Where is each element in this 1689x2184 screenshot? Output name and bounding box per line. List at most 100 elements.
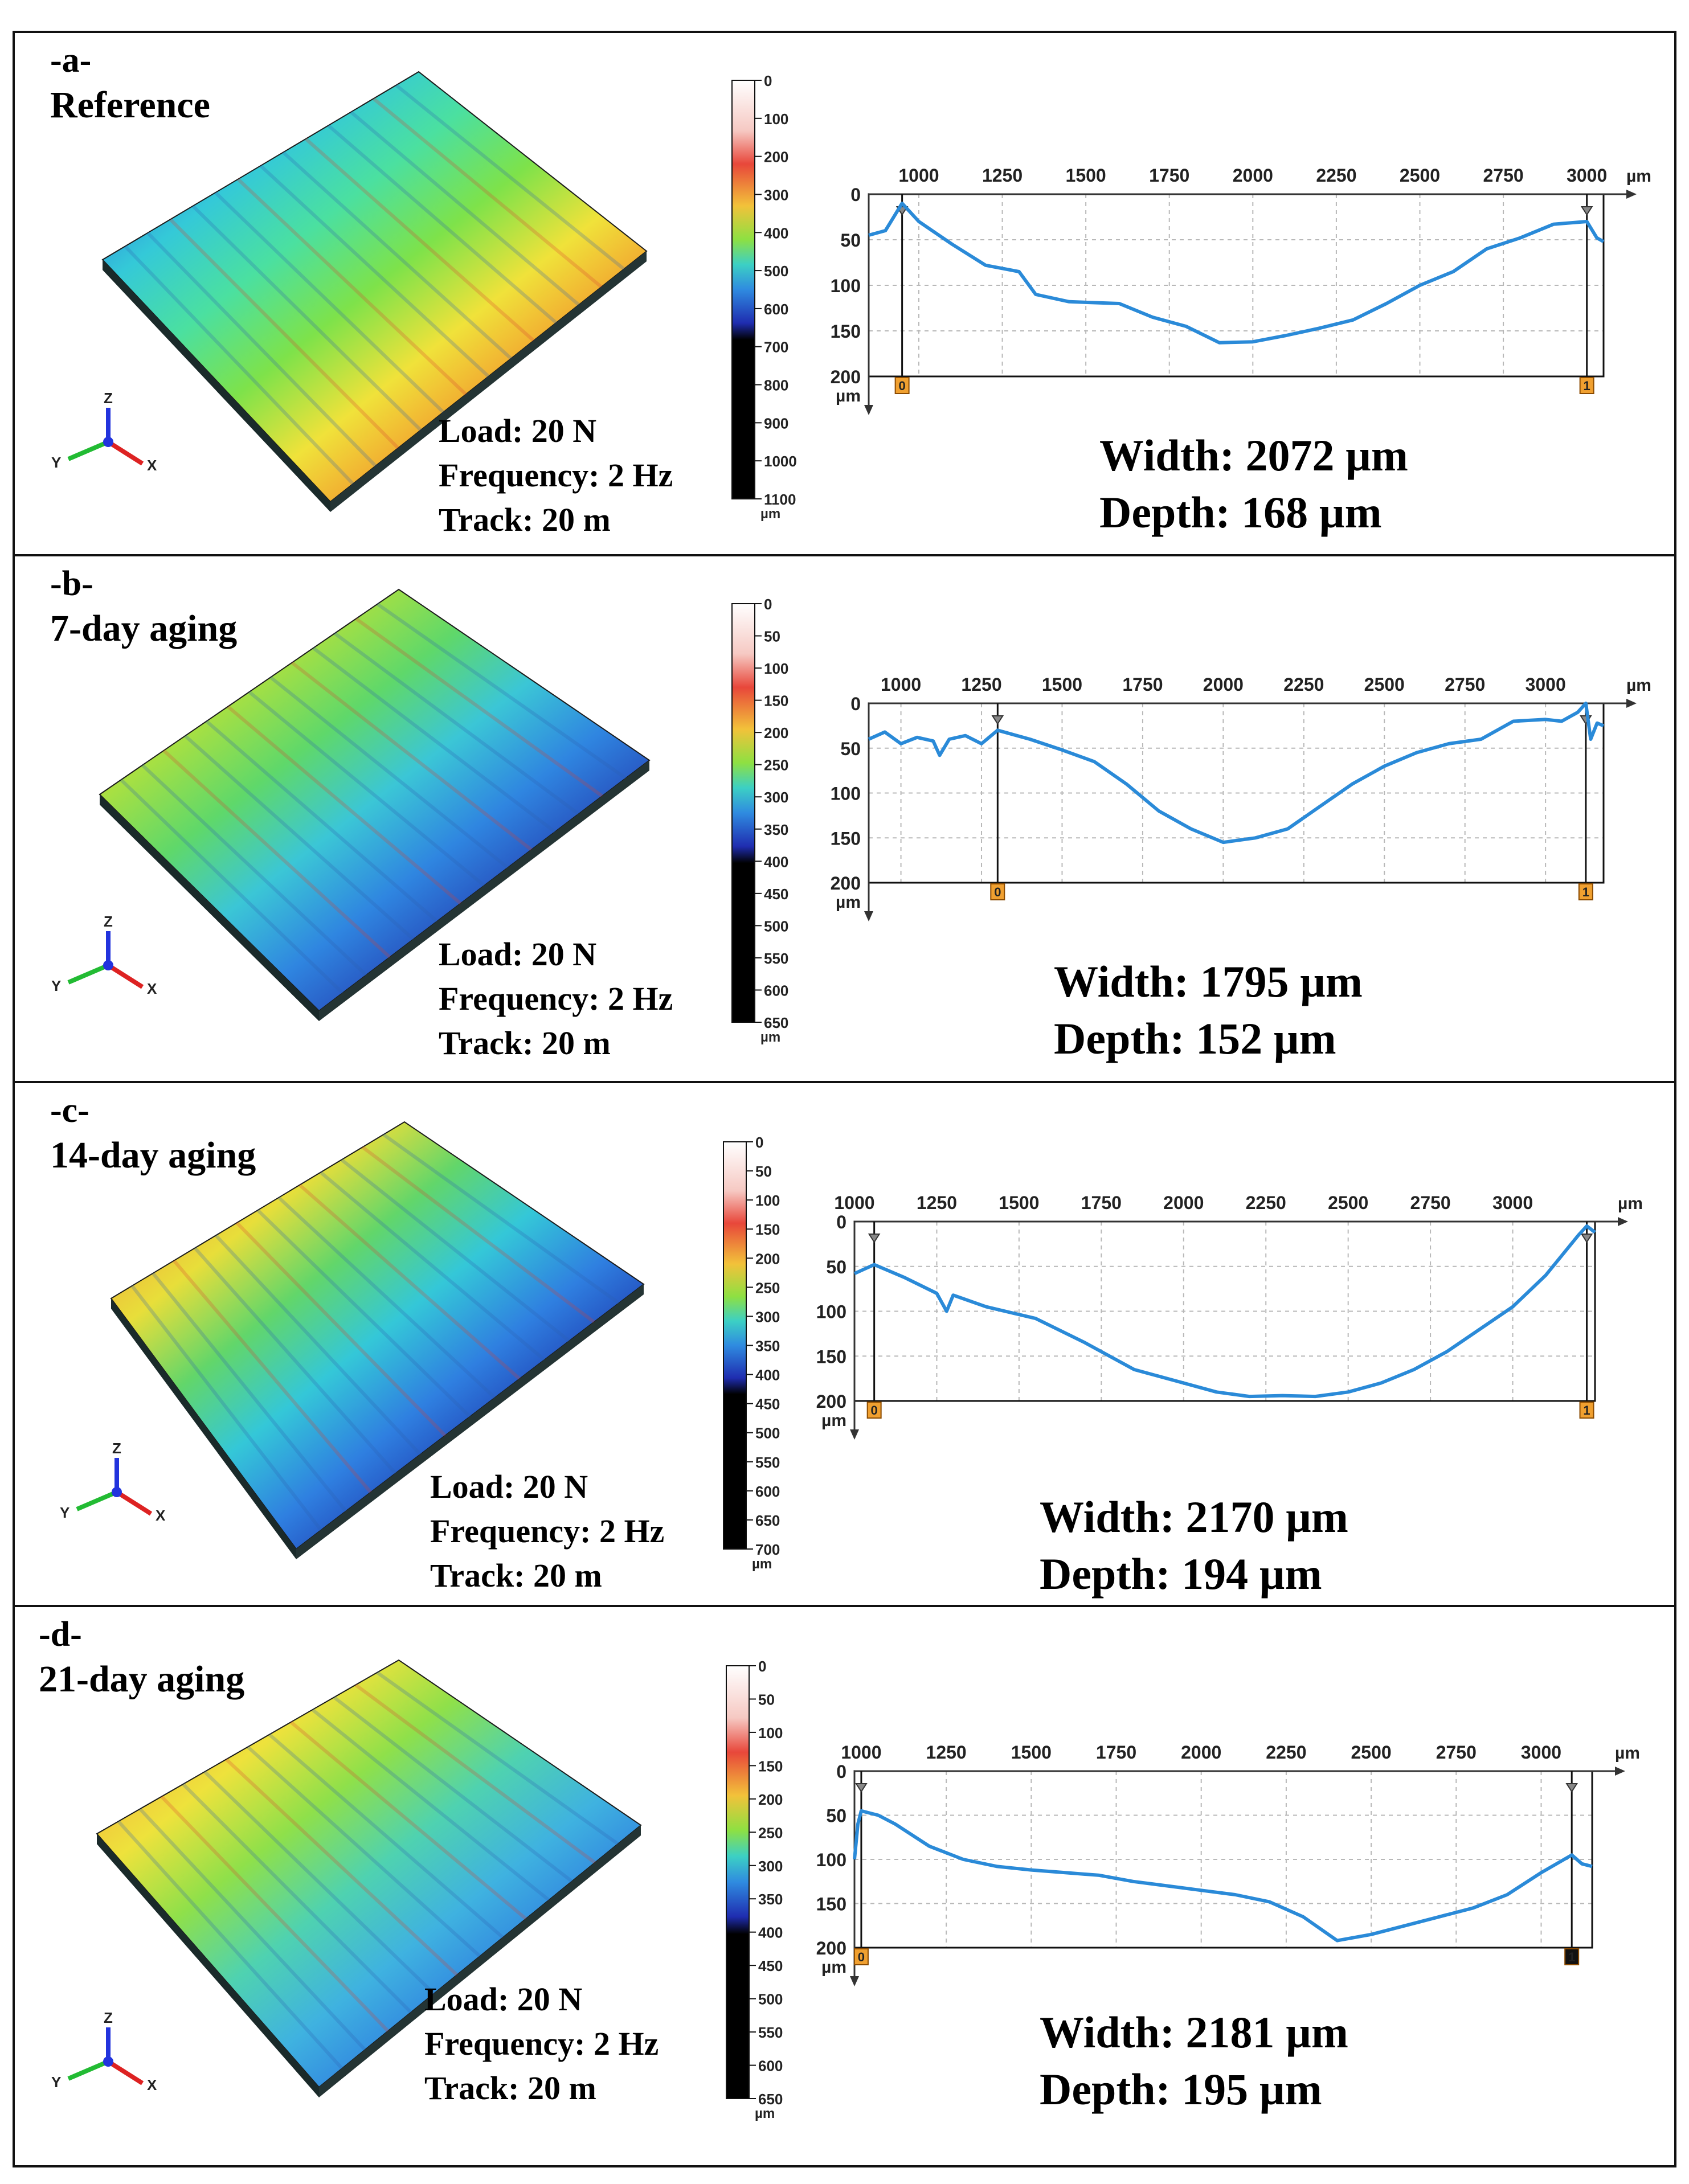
surface-texture: [225, 1758, 459, 1977]
surface-edge-right: [319, 1825, 641, 2097]
colorbar-tick-label: 500: [755, 1425, 780, 1442]
colorbar-tick-label: 550: [758, 2024, 783, 2041]
surface-texture: [124, 245, 354, 485]
axis-y-label: Y: [60, 1504, 69, 1521]
x-tick-label: 1000: [834, 1193, 874, 1213]
y-tick-label: 150: [816, 1346, 846, 1367]
surface-edge-right: [319, 760, 649, 1021]
colorbar-tick-label: 200: [764, 149, 788, 166]
axis-z-label: Z: [104, 913, 113, 930]
colorbar-tick-label: 150: [755, 1221, 780, 1238]
profile-line: [853, 1224, 1596, 1399]
profile-line: [868, 202, 1605, 345]
y-axis-arrowhead: [864, 911, 873, 921]
marker-triangle-1: [1565, 1783, 1578, 1793]
profile-line: [853, 1809, 1593, 1943]
colorbar-tick-label: 300: [758, 1858, 783, 1875]
x-tick-label: 3000: [1492, 1193, 1533, 1213]
surface-texture: [355, 617, 603, 798]
surface-texture: [319, 1171, 546, 1362]
marker-label-1: 1: [1568, 1950, 1575, 1964]
y-tick-label: 50: [840, 739, 861, 759]
colorbar-tick-label: 250: [755, 1279, 780, 1296]
depth-text: Depth: 195 µm: [1040, 2064, 1322, 2114]
y-axis-arrowhead: [850, 1976, 859, 1986]
track-text: Track: 20 m: [439, 501, 611, 538]
y-tick-label: 100: [816, 1850, 846, 1870]
y-tick-label: 150: [816, 1894, 846, 1915]
x-axis-arrowhead: [1618, 1217, 1628, 1226]
x-tick-label: 2750: [1410, 1193, 1451, 1213]
load-text: Load: 20 N: [439, 936, 596, 973]
marker-label-0: 0: [871, 1403, 878, 1417]
colorbar-unit: µm: [752, 1556, 772, 1572]
panel-label: -a-: [50, 41, 91, 80]
marker-triangle-0: [991, 715, 1004, 725]
surface-texture: [193, 1247, 397, 1475]
colorbar-tick-label: 550: [755, 1454, 780, 1471]
track-text: Track: 20 m: [439, 1025, 611, 1062]
x-tick-label: 2500: [1400, 165, 1440, 186]
x-tick-label: 2000: [1181, 1742, 1221, 1763]
axis-y-label: Y: [51, 977, 61, 994]
surface-texture: [333, 1695, 573, 1883]
x-tick-label: 2500: [1364, 674, 1405, 695]
colorbar-tick-label: 400: [764, 853, 788, 870]
panel-label: -b-: [50, 564, 93, 603]
colorbar-tick-label: 800: [764, 377, 788, 394]
surface-texture: [227, 705, 462, 905]
colorbar-tick-label: 250: [758, 1824, 783, 1841]
colorbar-tick-label: 600: [758, 2058, 783, 2075]
marker-label-0: 0: [899, 379, 906, 393]
marker-label-1: 1: [1583, 1403, 1590, 1417]
colorbar-tick-label: 300: [764, 186, 788, 203]
axis-origin: [103, 437, 113, 447]
surface-texture: [235, 1222, 447, 1437]
colorbar-tick-label: 500: [764, 917, 788, 935]
colorbar-tick-label: 900: [764, 415, 788, 432]
x-tick-label: 2750: [1445, 674, 1485, 695]
marker-triangle-1: [1580, 1234, 1593, 1243]
axis-x-label: X: [147, 2076, 157, 2093]
axis-z-label: Z: [112, 1440, 121, 1457]
axis-x-label: X: [147, 457, 157, 474]
surface-texture: [268, 1733, 504, 1939]
y-tick-label: 50: [826, 1257, 846, 1277]
colorbar-tick-label: 300: [755, 1308, 780, 1325]
y-tick-label: 100: [831, 276, 861, 296]
surface-edge-left: [111, 1298, 296, 1559]
colorbar-tick-label: 650: [755, 1512, 780, 1529]
y-tick-label: 0: [850, 694, 861, 714]
surface-texture: [395, 84, 625, 271]
x-tick-label: 1250: [982, 165, 1023, 186]
colorbar-unit: µm: [760, 1030, 780, 1045]
axis-origin: [112, 1487, 122, 1497]
colorbar-unit: µm: [755, 2106, 775, 2121]
frequency-text: Frequency: 2 Hz: [424, 2025, 659, 2062]
y-tick-label: 0: [850, 185, 861, 205]
y-tick-label: 0: [836, 1761, 846, 1782]
surface-texture: [354, 1683, 596, 1865]
colorbar-tick-label: 0: [764, 72, 772, 89]
marker-label-0: 0: [994, 885, 1001, 899]
marker-label-1: 1: [1584, 379, 1590, 393]
y-unit-label: µm: [836, 893, 861, 912]
panels: -a- Reference Z Y X Load: 20 N Frequency: 2 Hz…: [14, 41, 1675, 2121]
colorbar-tick-label: 100: [755, 1192, 780, 1209]
x-tick-label: 2750: [1436, 1742, 1477, 1763]
panel-title: Reference: [50, 84, 210, 126]
surface-texture: [312, 646, 557, 834]
y-tick-label: 50: [826, 1806, 846, 1826]
colorbar-tick-label: 200: [758, 1791, 783, 1808]
panel-title: 7-day aging: [50, 608, 237, 649]
x-tick-label: 2750: [1483, 165, 1523, 186]
surface-texture: [191, 204, 422, 432]
marker-box-0: [894, 377, 910, 394]
axis-x-arrow: [107, 963, 144, 989]
x-tick-label: 2000: [1203, 674, 1244, 695]
y-tick-label: 150: [831, 828, 861, 849]
width-text: Width: 1795 µm: [1054, 957, 1363, 1006]
surface-texture: [376, 1671, 619, 1846]
x-tick-label: 2250: [1316, 165, 1356, 186]
